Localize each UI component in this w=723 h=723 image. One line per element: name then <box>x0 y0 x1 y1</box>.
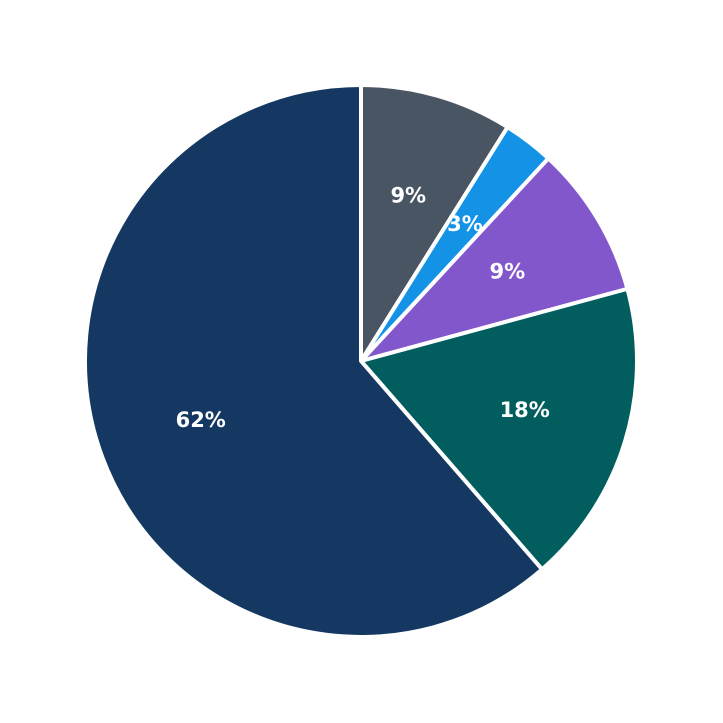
slice-label: 18% <box>500 398 550 422</box>
pie-slice <box>359 156 630 363</box>
pie-slice <box>83 83 545 639</box>
slice-label: 9% <box>390 184 426 208</box>
slice-label: 3% <box>447 212 483 236</box>
pie-slice <box>359 286 639 572</box>
slice-label: 9% <box>490 259 526 283</box>
slice-label: 62% <box>176 408 226 432</box>
pie-slice <box>359 83 510 363</box>
